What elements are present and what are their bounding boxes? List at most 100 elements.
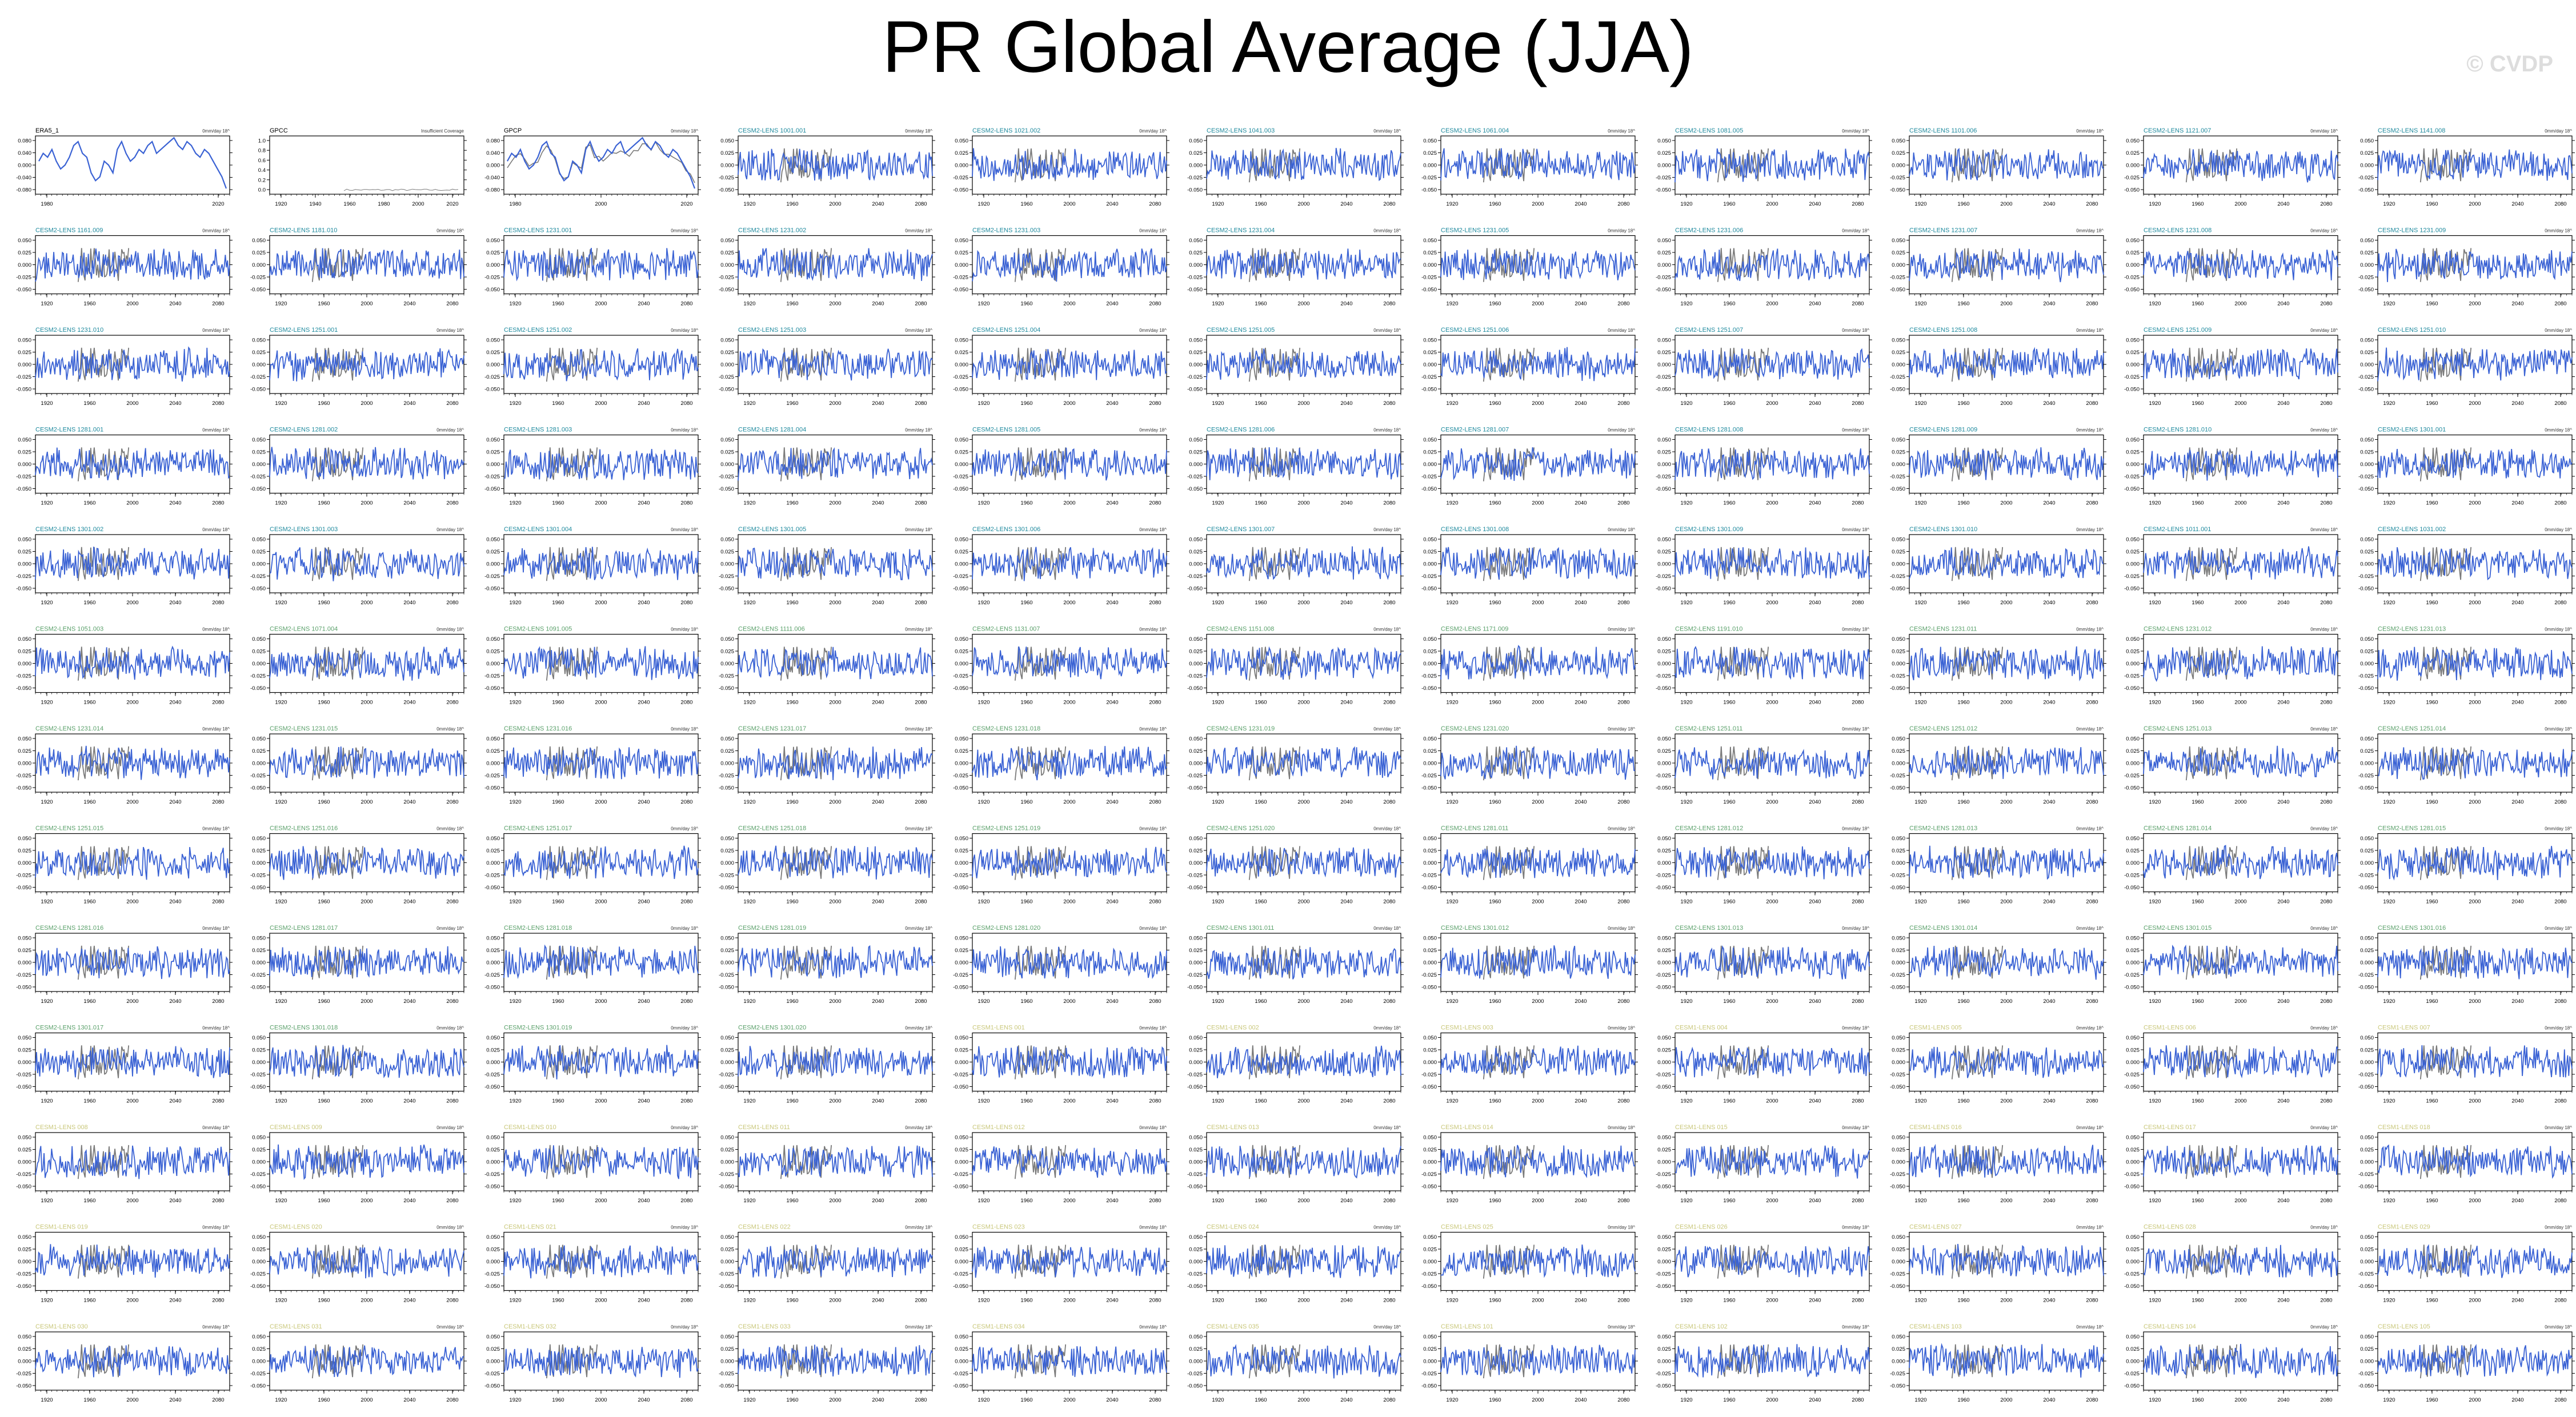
x-tick-label: 1920 [41,500,53,507]
x-tick-label: 2080 [2320,600,2332,606]
x-tick-label: 1980 [509,201,521,207]
y-tick-label: -0.050 [250,685,266,692]
x-tick-label: 1960 [318,799,330,805]
y-tick-label: -0.050 [250,387,266,393]
series-line [738,148,933,182]
x-tick-label: 1920 [1680,500,1692,507]
panel: CESM2-LENS 1191.010 0mm/day 18^ 0.050 0.025… [1656,626,1872,706]
series-line [972,547,1167,581]
panel: CESM2-LENS 1091.005 0mm/day 18^ 0.050 0.025… [484,626,701,706]
x-tick-label: 1920 [2149,600,2161,606]
y-tick-label: 0.000 [252,362,266,368]
y-tick-label: -0.025 [16,773,31,779]
x-tick-label: 2000 [1063,600,1075,606]
panel-units: 0mm/day 18^ [436,726,464,732]
x-tick-label: 1960 [1723,301,1735,307]
panel: CESM2-LENS 1251.003 0mm/day 18^ 0.050 0.025… [719,327,935,407]
panel: CESM2-LENS 1301.007 0mm/day 18^ 0.050 0.025… [1187,526,1404,606]
y-tick-label: 0.025 [2360,449,2374,456]
x-tick-label: 2040 [1340,799,1352,805]
y-tick-label: -0.025 [953,374,968,380]
x-tick-label: 1960 [83,500,95,507]
y-tick-label: -0.050 [16,785,31,792]
y-tick-label: 0.025 [1423,350,1437,356]
x-tick-label: 2000 [2234,201,2246,207]
y-tick-label: -0.050 [2124,486,2140,492]
x-tick-label: 2080 [446,500,458,507]
y-tick-label: 0.050 [2126,138,2140,144]
x-tick-label: 1920 [275,799,287,805]
x-tick-label: 1920 [1446,400,1458,407]
y-tick-label: 0.000 [252,461,266,468]
y-tick-label: 0.025 [1189,649,1203,655]
panel-units: 0mm/day 18^ [2310,627,2338,632]
x-tick-label: 1920 [977,500,989,507]
y-tick-label: 0.050 [1189,537,1203,543]
y-tick-label: -0.050 [16,287,31,293]
x-tick-label: 1960 [786,700,798,706]
panel-grid: ERA5_1 0mm/day 18^ 0.080 0.040 0.000 -0.040 -0… [16,127,2575,1403]
y-tick-label: 0.000 [1189,561,1203,568]
series-line [507,137,696,189]
y-tick-label: -0.025 [1421,275,1437,281]
panel-label: CESM2-LENS 1011.001 [2144,526,2211,533]
y-tick-label: 0.025 [1892,449,1905,456]
y-tick-label: 0.025 [486,250,500,256]
panel: CESM2-LENS 1231.017 0mm/day 18^ 0.050 0.025… [719,725,935,805]
panel-label: CESM2-LENS 1231.018 [972,725,1040,732]
x-tick-label: 2040 [1575,201,1587,207]
y-tick-label: -0.050 [1421,287,1437,293]
x-tick-label: 1920 [509,301,521,307]
x-tick-label: 2040 [2511,500,2523,507]
panel-label: CESM2-LENS 1231.017 [738,725,806,732]
x-tick-label: 2000 [2234,301,2246,307]
x-tick-label: 2080 [1617,500,1629,507]
panel-label: CESM2-LENS 1251.004 [972,327,1040,334]
panel: CESM2-LENS 1161.009 0mm/day 18^ 0.050 0.025… [16,227,233,307]
y-tick-label: 0.6 [258,158,266,164]
x-tick-label: 1960 [552,400,564,407]
y-tick-label: 0.025 [1189,250,1203,256]
x-tick-label: 2000 [1063,400,1075,407]
y-tick-label: 0.050 [18,437,31,443]
x-tick-label: 1960 [2426,301,2438,307]
x-tick-label: 2080 [1852,500,1864,507]
y-tick-label: 0.4 [258,167,266,174]
x-tick-label: 2080 [212,301,224,307]
y-tick-label: 0.025 [1423,748,1437,754]
x-tick-label: 2040 [1106,700,1118,706]
y-tick-label: 0.000 [2126,461,2140,468]
x-tick-label: 2000 [1532,700,1544,706]
y-tick-label: 0.025 [1657,449,1671,456]
panel-units: 0mm/day 18^ [1373,428,1401,433]
series-line [738,647,933,680]
y-tick-label: -0.050 [719,187,734,194]
panel-label: CESM2-LENS 1141.008 [2378,127,2445,134]
panel-units: 0mm/day 18^ [1139,428,1167,433]
panel-label: CESM2-LENS 1191.010 [1675,626,1742,633]
x-tick-label: 1960 [1020,500,1032,507]
y-tick-label: 0.025 [18,250,31,256]
x-tick-label: 2080 [915,400,927,407]
y-tick-label: 0.050 [252,238,266,244]
panel-units: 0mm/day 18^ [1608,627,1635,632]
y-tick-label: -0.025 [953,474,968,480]
y-tick-label: 0.050 [955,636,968,643]
y-tick-label: 0.025 [1892,350,1905,356]
y-tick-label: 0.050 [720,636,734,643]
panel-label: CESM2-LENS 1111.006 [738,626,805,633]
x-tick-label: 1920 [41,600,53,606]
y-tick-label: -0.025 [16,275,31,281]
y-tick-label: -0.025 [1656,773,1671,779]
x-tick-label: 1960 [1489,500,1501,507]
x-tick-label: 2000 [1063,700,1075,706]
x-tick-label: 1960 [83,400,95,407]
panel-label: CESM2-LENS 1231.019 [1207,725,1275,732]
y-tick-label: 0.080 [486,138,500,144]
y-tick-label: -0.025 [1890,573,1905,580]
panel-label: CESM2-LENS 1181.010 [270,227,337,234]
reference-line [546,347,598,382]
x-tick-label: 2000 [126,600,138,606]
panel-frame [269,135,464,195]
y-tick-label: -0.080 [484,187,500,194]
